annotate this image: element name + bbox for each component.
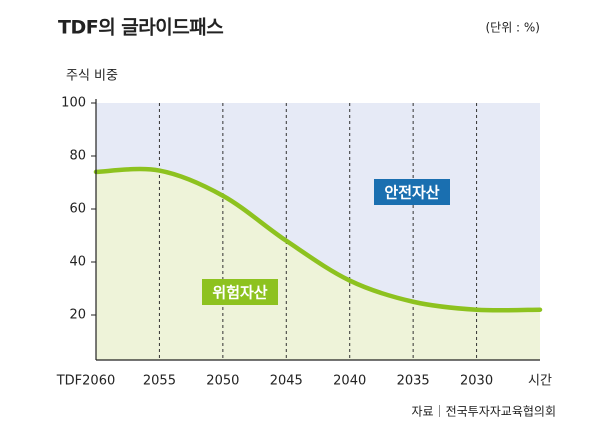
x-tick-label: 2030 (460, 374, 493, 389)
line (93, 166, 543, 313)
y-tick-label: 40 (69, 255, 86, 270)
x-tick-label: 2040 (333, 374, 366, 389)
annotation-box (202, 279, 278, 305)
x-tick-label: 2045 (270, 374, 303, 389)
y-tick-label: 20 (69, 308, 86, 323)
x-tick-label: 시간 (528, 374, 552, 389)
y-tick-label: 80 (69, 149, 86, 164)
source: 자료｜전국투자자교육협의회 (412, 405, 556, 419)
y-axis-label: 주식 비중 (66, 69, 118, 84)
annotation-box (374, 179, 450, 205)
annotation: 위험자산 (212, 284, 267, 302)
y-tick-label: 100 (61, 96, 86, 111)
chart-title: TDF의 글라이드패스 (58, 17, 223, 39)
unit-label: (단위 : %) (485, 21, 540, 35)
x-tick-label: 2055 (143, 374, 176, 389)
annotation: 안전자산 (384, 184, 439, 202)
x-tick-label: 2050 (206, 374, 239, 389)
x-tick-label: 2035 (397, 374, 430, 389)
x-tick-label: TDF2060 (56, 374, 116, 389)
y-tick-label: 60 (69, 202, 86, 217)
